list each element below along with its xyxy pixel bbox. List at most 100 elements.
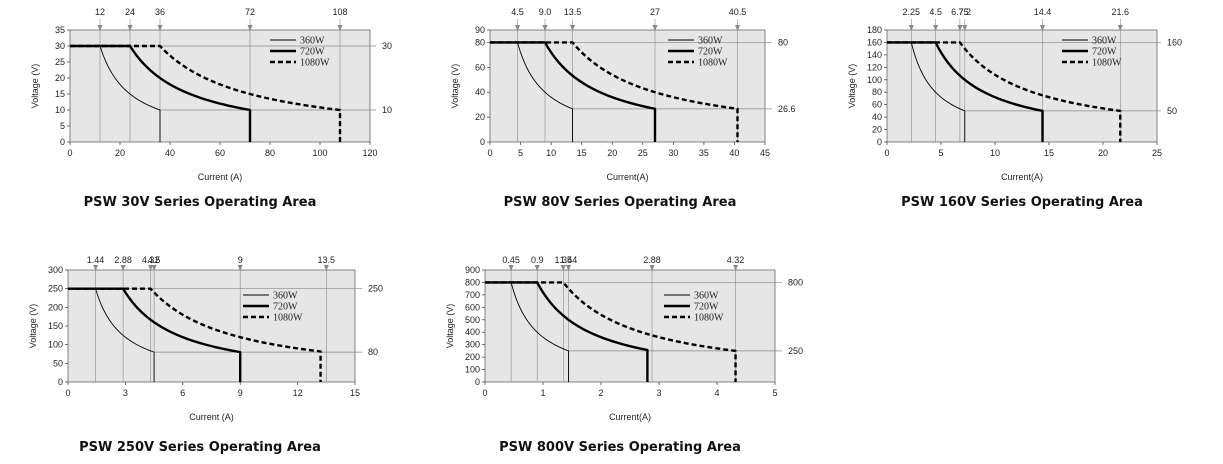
- y-tick-label: 100: [867, 75, 882, 85]
- y-tick-label: 600: [465, 302, 480, 312]
- x-tick-label: 0: [482, 388, 487, 398]
- chart-psw-800v: 0 100 200 300 400 500 600 700 800 900 0 1 2 3 4 5 Curren…: [420, 248, 820, 464]
- y-tick-label: 20: [475, 112, 485, 122]
- y-tick-label: 200: [48, 302, 63, 312]
- legend-entry: 360W: [273, 291, 298, 302]
- top-label: 1.35: [555, 255, 573, 265]
- legend-entry: 360W: [694, 291, 719, 302]
- right-label: 26.6: [778, 104, 796, 114]
- x-tick-label: 35: [699, 148, 709, 158]
- legend-entry: 720W: [300, 47, 325, 58]
- x-axis-label: Current(A): [1001, 172, 1043, 182]
- guide-arrow: [560, 265, 566, 271]
- y-tick-label: 250: [48, 284, 63, 294]
- guide-arrow: [237, 265, 243, 271]
- x-tick-label: 5: [772, 388, 777, 398]
- x-tick-label: 80: [265, 148, 275, 158]
- chart-title: PSW 80V Series Operating Area: [503, 195, 737, 210]
- chart-psw-160v: 0 20 40 60 80 100 120 140 160 180 0 5 10 15 20 25 Curren…: [822, 0, 1222, 215]
- x-tick-label: 100: [312, 148, 327, 158]
- series-line-720w: [887, 41, 1044, 142]
- y-tick-label: 800: [465, 277, 480, 287]
- chart-psw-80v: 0 20 40 60 80 90 0 5 10 15 20 25 30 35 40 45 Current(A) V…: [420, 0, 820, 215]
- y-tick-label: 80: [872, 87, 882, 97]
- top-label: 0.45: [502, 255, 520, 265]
- y-tick-label: 300: [48, 265, 63, 275]
- chart-title: PSW 160V Series Operating Area: [901, 195, 1143, 210]
- y-tick-label: 60: [872, 100, 882, 110]
- plot-area: [69, 29, 371, 143]
- top-label: 14.4: [1034, 7, 1052, 17]
- top-label: 72: [245, 7, 255, 17]
- top-label: 7.2: [959, 7, 972, 17]
- y-tick-label: 30: [55, 41, 65, 51]
- y-tick-label: 0: [58, 377, 63, 387]
- plot-area: [489, 29, 766, 143]
- top-label: 21.6: [1112, 7, 1130, 17]
- x-tick-label: 2: [598, 388, 603, 398]
- y-tick-label: 0: [480, 137, 485, 147]
- x-tick-label: 5: [938, 148, 943, 158]
- y-tick-label: 80: [475, 37, 485, 47]
- top-label: 2.88: [643, 255, 661, 265]
- y-tick-label: 50: [53, 358, 63, 368]
- x-tick-label: 20: [1098, 148, 1108, 158]
- guide-arrow: [127, 25, 133, 31]
- chart-svg: 0 100 200 300 400 500 600 700 800 900 0 1 2 3 4 5 Curren…: [445, 255, 803, 422]
- right-label: 50: [1167, 106, 1177, 116]
- legend-entry: 720W: [273, 302, 298, 313]
- x-tick-label: 9: [238, 388, 243, 398]
- guide-arrow: [1040, 25, 1046, 31]
- guide-arrow: [120, 265, 126, 271]
- top-label: 6.75: [951, 7, 969, 17]
- chart-title: PSW 250V Series Operating Area: [79, 440, 321, 455]
- x-tick-label: 25: [1152, 148, 1162, 158]
- y-axis-label: Voltage (V): [30, 64, 40, 109]
- series-line-1080w: [68, 287, 322, 382]
- x-tick-label: 6: [180, 388, 185, 398]
- chart-svg: 0 50 100 150 200 250 300 0 3 6 9 12 15 Current (A) Vol…: [28, 255, 383, 422]
- series-line-720w: [70, 44, 252, 142]
- y-tick-label: 900: [465, 265, 480, 275]
- y-axis-label: Voltage (V): [445, 304, 455, 349]
- y-tick-label: 150: [48, 321, 63, 331]
- top-label: 36: [155, 7, 165, 17]
- guide-arrow: [534, 265, 540, 271]
- right-label: 800: [788, 277, 803, 287]
- right-label: 80: [778, 37, 788, 47]
- top-label: 4.32: [142, 255, 160, 265]
- x-tick-label: 25: [638, 148, 648, 158]
- legend-entry: 720W: [694, 302, 719, 313]
- legend-entry: 1080W: [300, 58, 330, 69]
- right-label: 250: [788, 346, 803, 356]
- y-axis-label: Voltage (V): [847, 64, 857, 109]
- series-line-1080w: [887, 41, 1122, 142]
- series-line-360w: [490, 41, 573, 142]
- y-tick-label: 700: [465, 290, 480, 300]
- x-tick-label: 15: [350, 388, 360, 398]
- guide-arrow: [962, 25, 968, 31]
- x-axis-label: Current(A): [609, 412, 651, 422]
- top-label: 27: [650, 7, 660, 17]
- top-label: 1.44: [87, 255, 105, 265]
- guide-arrow: [733, 265, 739, 271]
- top-label: 2.25: [903, 7, 921, 17]
- guide-arrow: [97, 25, 103, 31]
- guide-arrow: [1117, 25, 1123, 31]
- top-label: 4.5: [511, 7, 524, 17]
- legend-entry: 360W: [698, 36, 723, 47]
- legend-entry: 360W: [300, 36, 325, 47]
- y-tick-label: 0: [475, 377, 480, 387]
- x-tick-label: 10: [990, 148, 1000, 158]
- guide-arrow: [649, 265, 655, 271]
- legend-entry: 720W: [1092, 47, 1117, 58]
- series-line-720w: [485, 281, 649, 382]
- guide-arrow: [957, 25, 963, 31]
- y-tick-label: 25: [55, 57, 65, 67]
- x-tick-label: 45: [760, 148, 770, 158]
- y-tick-label: 180: [867, 25, 882, 35]
- guide-arrow: [566, 265, 572, 271]
- top-label: 4.5: [929, 7, 942, 17]
- plot-area: [886, 29, 1158, 143]
- series-line-1080w: [70, 44, 342, 142]
